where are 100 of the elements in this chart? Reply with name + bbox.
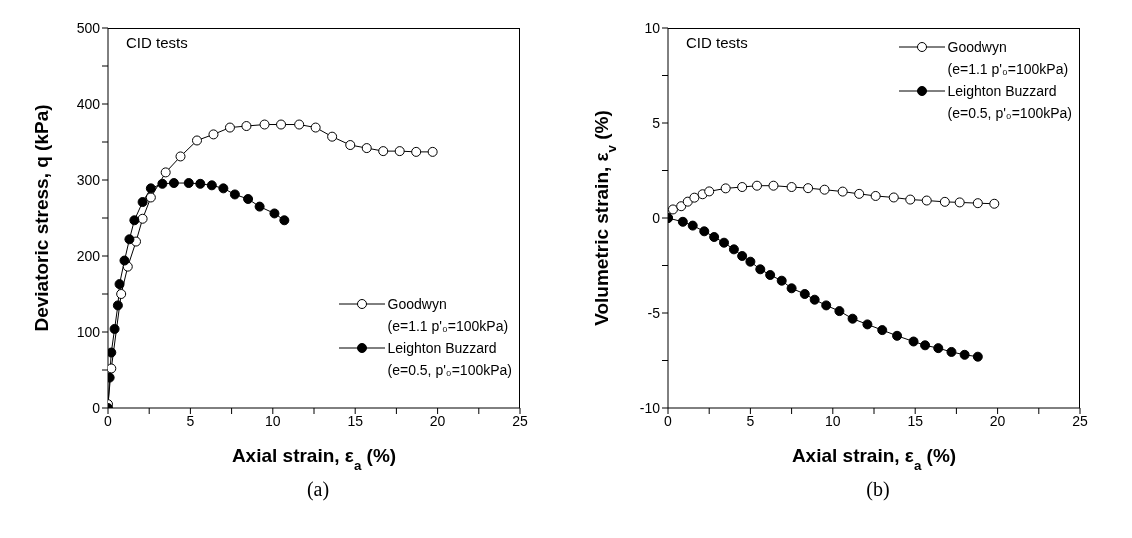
legend-label: Leighton Buzzard (e=0.5, p'₀=100kPa) bbox=[387, 337, 512, 381]
point bbox=[719, 237, 730, 248]
point bbox=[394, 146, 405, 157]
point bbox=[803, 183, 814, 194]
text: (b) bbox=[865, 478, 891, 501]
point bbox=[737, 182, 748, 193]
point bbox=[269, 208, 280, 219]
point bbox=[345, 140, 356, 151]
point bbox=[728, 244, 739, 255]
point bbox=[972, 198, 983, 209]
point bbox=[327, 131, 338, 142]
point bbox=[168, 178, 179, 189]
point bbox=[946, 346, 957, 357]
point bbox=[129, 215, 140, 226]
point bbox=[112, 300, 123, 311]
point bbox=[310, 122, 321, 133]
x-tick-label: 20 bbox=[429, 412, 446, 429]
point bbox=[361, 143, 372, 154]
x-axis-title: Axial strain, ε$_{a}$ (%) bbox=[791, 445, 957, 473]
point bbox=[892, 330, 903, 341]
point bbox=[888, 192, 899, 203]
point bbox=[799, 289, 810, 299]
y-tick-label: 100 bbox=[76, 323, 101, 340]
y-tick-label: 10 bbox=[644, 19, 661, 36]
point bbox=[137, 197, 148, 208]
x-axis-title: Axial strain, ε$_{a}$ (%) bbox=[231, 445, 397, 473]
point bbox=[206, 180, 217, 191]
x-tick-label: 25 bbox=[1072, 412, 1088, 429]
point bbox=[755, 264, 766, 275]
point bbox=[989, 198, 1000, 209]
point bbox=[108, 363, 117, 374]
annotation: CID tests bbox=[126, 34, 188, 51]
point bbox=[870, 190, 881, 201]
point bbox=[145, 183, 156, 194]
point bbox=[218, 183, 229, 194]
y-tick-label: 400 bbox=[76, 95, 101, 112]
text: (a) bbox=[305, 478, 331, 501]
point bbox=[195, 178, 206, 189]
point bbox=[677, 216, 688, 227]
point bbox=[108, 347, 117, 358]
point bbox=[720, 183, 731, 194]
point bbox=[411, 146, 422, 157]
point bbox=[294, 119, 305, 130]
point bbox=[786, 182, 797, 193]
legend-label: Leighton Buzzard (e=0.5, p'₀=100kPa) bbox=[947, 80, 1072, 124]
point bbox=[768, 180, 779, 191]
point bbox=[114, 279, 125, 290]
point bbox=[704, 186, 715, 197]
point bbox=[862, 319, 873, 330]
point bbox=[847, 313, 858, 324]
y-tick-label: 5 bbox=[652, 114, 661, 131]
point bbox=[972, 351, 983, 362]
point bbox=[921, 195, 932, 206]
point bbox=[687, 220, 698, 231]
point bbox=[933, 343, 944, 354]
point bbox=[809, 294, 820, 305]
point bbox=[137, 213, 148, 224]
y-tick-label: 300 bbox=[76, 171, 101, 188]
x-tick-label: 5 bbox=[746, 412, 755, 429]
point bbox=[676, 201, 687, 212]
point bbox=[954, 197, 965, 208]
point bbox=[699, 226, 710, 237]
annotation: CID tests bbox=[686, 34, 748, 51]
y-tick-label: 500 bbox=[76, 19, 101, 36]
x-tick-label: 20 bbox=[989, 412, 1006, 429]
y-axis-title: Deviatoric stress, q (kPa) bbox=[31, 104, 52, 332]
x-tick-label: 5 bbox=[186, 412, 195, 429]
point bbox=[229, 189, 240, 200]
point bbox=[920, 340, 931, 351]
point bbox=[905, 194, 916, 205]
point bbox=[427, 146, 438, 157]
point bbox=[751, 180, 762, 191]
y-tick-label: 0 bbox=[652, 209, 661, 226]
point bbox=[241, 121, 252, 132]
point bbox=[224, 122, 235, 133]
point bbox=[737, 251, 748, 261]
point bbox=[689, 192, 700, 203]
x-tick-label: 0 bbox=[664, 412, 673, 429]
y-tick-label: -5 bbox=[647, 304, 661, 321]
point bbox=[959, 349, 970, 360]
point bbox=[908, 336, 919, 347]
point bbox=[160, 167, 171, 178]
y-tick-label: 200 bbox=[76, 247, 101, 264]
point bbox=[109, 323, 120, 334]
point bbox=[243, 194, 254, 204]
point bbox=[939, 196, 950, 207]
y-tick-label: -10 bbox=[639, 399, 661, 416]
point bbox=[854, 188, 865, 199]
x-tick-label: 25 bbox=[512, 412, 528, 429]
point bbox=[145, 192, 156, 203]
point bbox=[279, 215, 290, 226]
x-tick-label: 15 bbox=[907, 412, 924, 429]
point bbox=[259, 119, 270, 130]
point bbox=[116, 289, 127, 299]
point bbox=[276, 119, 287, 130]
point bbox=[157, 178, 168, 189]
point bbox=[208, 129, 219, 140]
legend-label: Goodwyn (e=1.1 p'₀=100kPa) bbox=[387, 293, 509, 337]
x-tick-label: 10 bbox=[825, 412, 841, 429]
point bbox=[821, 300, 832, 311]
